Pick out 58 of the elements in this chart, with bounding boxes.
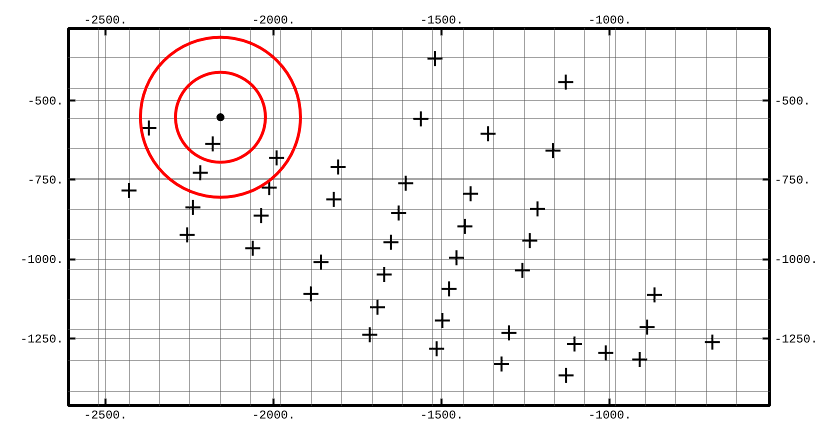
point — [178, 226, 196, 244]
point — [368, 298, 386, 316]
point — [521, 232, 538, 250]
point — [440, 280, 458, 298]
point — [376, 266, 393, 284]
point — [704, 334, 721, 351]
y-tick-label: -500. — [27, 94, 64, 108]
y-tick-label: -1250. — [20, 332, 64, 346]
point — [120, 182, 138, 200]
point — [216, 113, 224, 122]
point — [268, 149, 286, 166]
point — [544, 142, 562, 160]
point — [204, 135, 222, 152]
point — [557, 74, 574, 91]
point — [631, 351, 648, 368]
point — [566, 335, 583, 352]
x2-tick-label: -2000. — [252, 408, 296, 422]
point — [302, 285, 320, 302]
point — [558, 366, 575, 384]
point — [184, 198, 202, 216]
y-tick-label: -750. — [27, 174, 64, 188]
x2-tick-label: -1500. — [420, 408, 464, 422]
point — [390, 204, 408, 222]
x2-tick-label: -2500. — [84, 408, 128, 422]
point — [426, 50, 444, 68]
point — [192, 164, 209, 182]
point — [638, 318, 656, 336]
point — [529, 200, 546, 218]
x-tick-label: -2000. — [252, 14, 296, 28]
point — [456, 218, 474, 235]
point — [361, 326, 378, 344]
x-tick-label: -2500. — [84, 14, 128, 28]
point — [330, 158, 347, 176]
point — [428, 340, 446, 358]
x-tick-label: -1000. — [588, 14, 632, 28]
point — [252, 207, 270, 224]
point — [312, 254, 330, 271]
y2-tick-label: -1250. — [774, 332, 818, 346]
point — [382, 234, 400, 251]
point — [434, 312, 451, 330]
point — [646, 286, 664, 304]
x2-tick-label: -1000. — [588, 408, 632, 422]
point — [244, 240, 262, 257]
point — [412, 110, 430, 128]
point — [397, 174, 414, 192]
point — [480, 125, 497, 142]
point — [448, 249, 465, 266]
point — [597, 344, 614, 362]
y2-tick-label: -1000. — [774, 253, 818, 268]
y-tick-label: -1000. — [20, 253, 64, 268]
x-tick-label: -1500. — [420, 14, 464, 28]
point — [500, 324, 518, 342]
point — [462, 185, 480, 202]
point — [493, 355, 510, 372]
y2-tick-label: -750. — [774, 174, 811, 188]
y2-tick-label: -500. — [774, 94, 811, 108]
point — [325, 190, 342, 208]
point — [514, 262, 531, 279]
